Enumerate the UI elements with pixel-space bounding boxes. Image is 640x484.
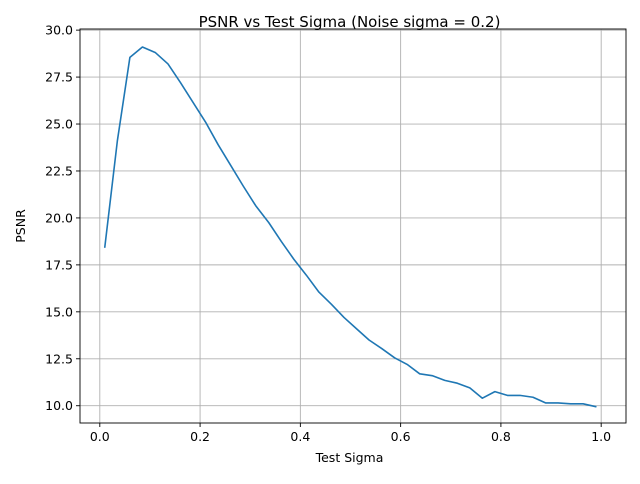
y-tick-label: 20.0 (45, 210, 73, 225)
psnr-series-line (103, 46, 597, 408)
x-tick-label: 0.6 (391, 429, 411, 444)
x-axis-label: Test Sigma (315, 450, 384, 465)
tick-layer: 0.0 0.2 0.4 0.6 0.8 1.0 10.0 12.5 15.0 17.5 20.0 22… (45, 23, 611, 444)
y-tick-label: 15.0 (45, 304, 73, 319)
axes-frame (79, 28, 627, 424)
y-tick-label: 10.0 (45, 398, 73, 413)
y-axis-label: PSNR (13, 209, 28, 243)
chart-title: PSNR vs Test Sigma (Noise sigma = 0.2) (199, 13, 501, 31)
y-tick-label: 30.0 (45, 23, 73, 38)
x-tick-label: 0.8 (491, 429, 511, 444)
x-tick-label: 0.4 (290, 429, 310, 444)
grid-layer (80, 29, 626, 423)
y-tick-label: 22.5 (45, 163, 73, 178)
y-tick-label: 27.5 (45, 70, 73, 85)
y-tick-label: 12.5 (45, 351, 73, 366)
y-tick-label: 25.0 (45, 117, 73, 132)
series-layer (103, 46, 597, 408)
y-tick-label: 17.5 (45, 257, 73, 272)
x-tick-label: 0.2 (190, 429, 210, 444)
x-tick-label: 1.0 (591, 429, 611, 444)
x-tick-label: 0.0 (90, 429, 110, 444)
